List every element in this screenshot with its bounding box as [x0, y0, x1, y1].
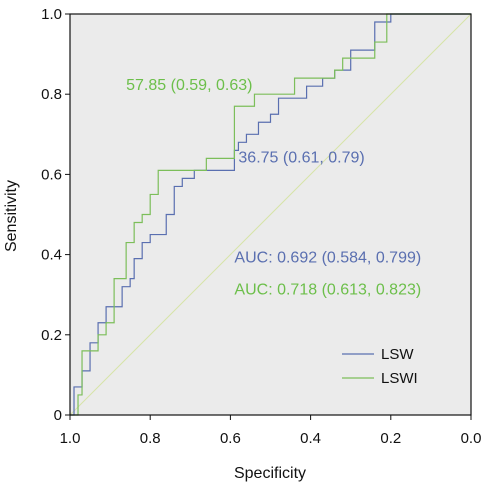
annotation-label-1: 36.75 (0.61, 0.79) — [238, 149, 364, 166]
annotation-label-0: 57.85 (0.59, 0.63) — [126, 77, 252, 94]
y-tick-label: 0.2 — [41, 327, 62, 344]
legend-label-lswi: LSWI — [381, 370, 418, 387]
x-tick-label: 0.8 — [140, 430, 161, 447]
x-tick-label: 0.2 — [380, 430, 401, 447]
legend-label-lsw: LSW — [381, 346, 414, 363]
annotation-label-2: AUC: 0.692 (0.584, 0.799) — [234, 250, 421, 267]
series-line-lswi — [70, 13, 471, 416]
y-tick-label: 0.4 — [41, 247, 62, 264]
annotations-layer: 57.85 (0.59, 0.63) 36.75 (0.61, 0.79) AUC:… — [126, 77, 421, 299]
legend: LSW LSWI — [342, 346, 418, 387]
x-tick-label: 0.4 — [300, 430, 321, 447]
ticks-layer: 1.0 0.8 0.6 0.4 0.2 0.0 0 0.2 0.4 0.6 0.8 1.0 — [41, 6, 481, 447]
annotation-label-3: AUC: 0.718 (0.613, 0.823) — [234, 282, 421, 299]
y-tick-label: 1.0 — [41, 6, 62, 23]
y-tick-label: 0 — [54, 407, 62, 424]
x-tick-label: 0.6 — [220, 430, 241, 447]
x-axis-title: Specificity — [234, 465, 306, 482]
reference-diagonal — [69, 13, 472, 416]
y-axis-title: Sensitivity — [3, 180, 20, 252]
y-tick-label: 0.8 — [41, 86, 62, 103]
x-tick-label: 0.0 — [461, 430, 482, 447]
plot-border — [69, 13, 472, 416]
y-tick-label: 0.6 — [41, 166, 62, 183]
series-layer — [70, 13, 471, 416]
x-tick-label: 1.0 — [60, 430, 81, 447]
